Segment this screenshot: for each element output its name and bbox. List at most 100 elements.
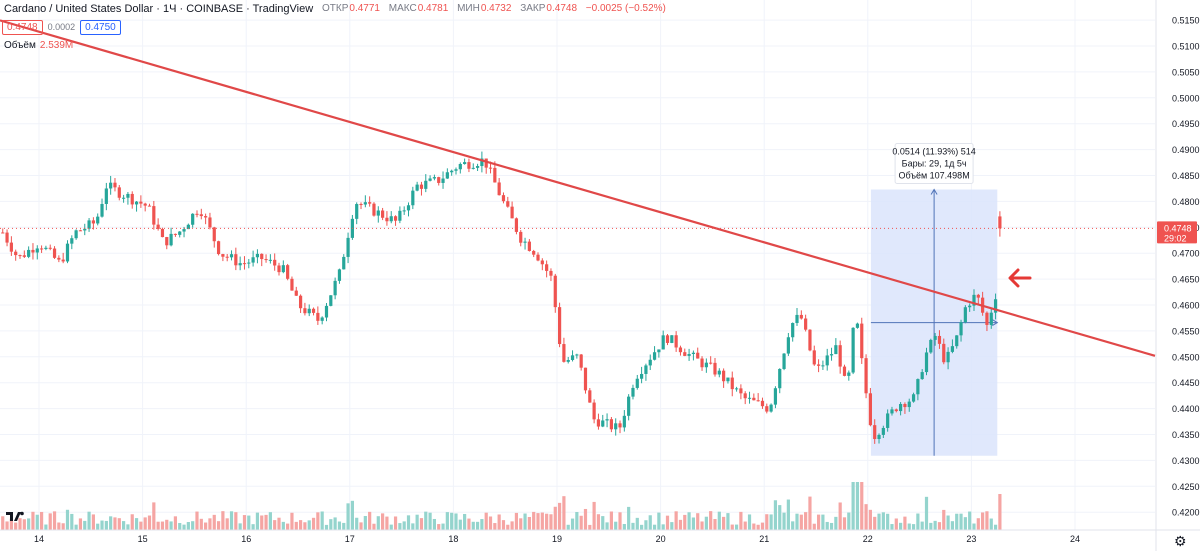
candle-body xyxy=(881,427,885,435)
candle-body xyxy=(519,231,523,243)
candle-body xyxy=(182,229,186,232)
candle-body xyxy=(929,339,933,353)
volume-bar xyxy=(627,506,631,530)
volume-bar xyxy=(963,517,967,530)
volume-bar xyxy=(825,521,829,530)
candle-body xyxy=(165,237,169,246)
volume-bar xyxy=(622,524,626,530)
volume-bar xyxy=(109,516,113,530)
candle-body xyxy=(229,254,234,258)
candle-body xyxy=(821,365,825,367)
volume-bar xyxy=(113,517,117,530)
candle-body xyxy=(842,366,847,376)
time-tick-label: 23 xyxy=(966,534,976,544)
candle-body xyxy=(70,238,74,244)
volume-bar xyxy=(514,512,519,530)
candle-body xyxy=(640,373,644,379)
volume-bar xyxy=(812,523,816,530)
volume-bar xyxy=(27,518,31,530)
time-axis: 14 15 16 17 18 19 20 21 22 23 24 xyxy=(0,529,1200,544)
volume-bar xyxy=(989,518,993,530)
volume-bar xyxy=(743,521,747,530)
volume-bar xyxy=(126,524,130,530)
volume-bar xyxy=(74,524,78,530)
volume-bar xyxy=(424,511,428,530)
candle-body xyxy=(532,250,536,255)
chart-title: Cardano / United States Dollar · 1Ч · CO… xyxy=(4,3,314,15)
candle-body xyxy=(221,254,225,257)
volume-bar xyxy=(450,512,454,530)
candle-body xyxy=(976,294,980,298)
volume-bar xyxy=(398,523,402,530)
volume-bar xyxy=(199,518,203,530)
candle-body xyxy=(39,248,44,250)
candle-body xyxy=(57,257,61,260)
candle-body xyxy=(445,172,449,179)
price-tick-label: 0.4600 xyxy=(1172,301,1200,311)
settings-gear-icon[interactable]: ⚙ xyxy=(1174,533,1187,549)
volume-bar xyxy=(536,513,540,530)
candle-body xyxy=(765,406,769,412)
candle-body xyxy=(441,178,445,183)
measure-right-arrow xyxy=(992,319,999,327)
close-label: ЗАКР xyxy=(520,3,546,14)
candle-body xyxy=(968,305,972,308)
candle-body xyxy=(311,308,316,313)
candle-body xyxy=(126,193,130,198)
candle-body xyxy=(91,220,95,224)
sell-button[interactable]: 0.4748 xyxy=(2,19,43,35)
volume-bar xyxy=(519,518,523,530)
volume-bar xyxy=(260,515,264,530)
candle-body xyxy=(147,205,152,207)
candle-body xyxy=(363,202,367,205)
candle-body xyxy=(903,404,907,408)
candle-body xyxy=(506,201,510,207)
candle-body xyxy=(501,195,506,202)
volume-bar xyxy=(225,518,229,530)
candle-body xyxy=(631,387,635,397)
volume-bar xyxy=(920,521,924,530)
breakout-arrow-icon xyxy=(1008,268,1032,288)
candle-body xyxy=(463,162,467,165)
last-price-label: 0.4748 29:02 xyxy=(1157,221,1197,244)
volume-bar xyxy=(523,513,527,530)
volume-bar xyxy=(104,520,108,530)
candle-body xyxy=(804,318,808,330)
candle-body xyxy=(661,335,665,350)
candle-body xyxy=(730,377,734,390)
volume-bar xyxy=(402,521,406,530)
candle-body xyxy=(488,167,493,169)
volume-bar xyxy=(14,522,18,530)
volume-bar xyxy=(277,517,281,530)
volume-bar xyxy=(834,516,838,530)
volume-bar xyxy=(329,519,333,530)
price-tick-label: 0.4500 xyxy=(1172,352,1200,362)
candle-body xyxy=(592,402,596,420)
candle-body xyxy=(458,164,462,170)
last-price-value: 0.4748 xyxy=(1164,223,1192,233)
candle-body xyxy=(786,337,790,354)
price-tick-label: 0.4250 xyxy=(1172,482,1200,492)
volume-bar xyxy=(588,524,592,530)
close-value: 0.4748 xyxy=(546,3,578,14)
candle-body xyxy=(22,255,26,257)
candle-body xyxy=(156,224,160,229)
volume-bar xyxy=(342,522,346,530)
tradingview-logo-icon[interactable] xyxy=(5,509,25,523)
buy-button[interactable]: 0.4750 xyxy=(80,19,121,35)
candle-body xyxy=(557,307,562,345)
volume-bar xyxy=(471,521,475,530)
volume-bar xyxy=(61,523,65,530)
volume-bar xyxy=(389,524,393,530)
volume-bar xyxy=(480,519,484,530)
time-tick-label: 17 xyxy=(345,534,355,544)
candle-body xyxy=(74,230,78,239)
candle-body xyxy=(583,367,588,391)
volume-bar xyxy=(976,518,980,530)
volume-bar xyxy=(816,514,821,530)
candle-body xyxy=(204,216,208,218)
candle-body xyxy=(44,247,48,249)
price-tick-label: 0.5150 xyxy=(1172,16,1200,26)
